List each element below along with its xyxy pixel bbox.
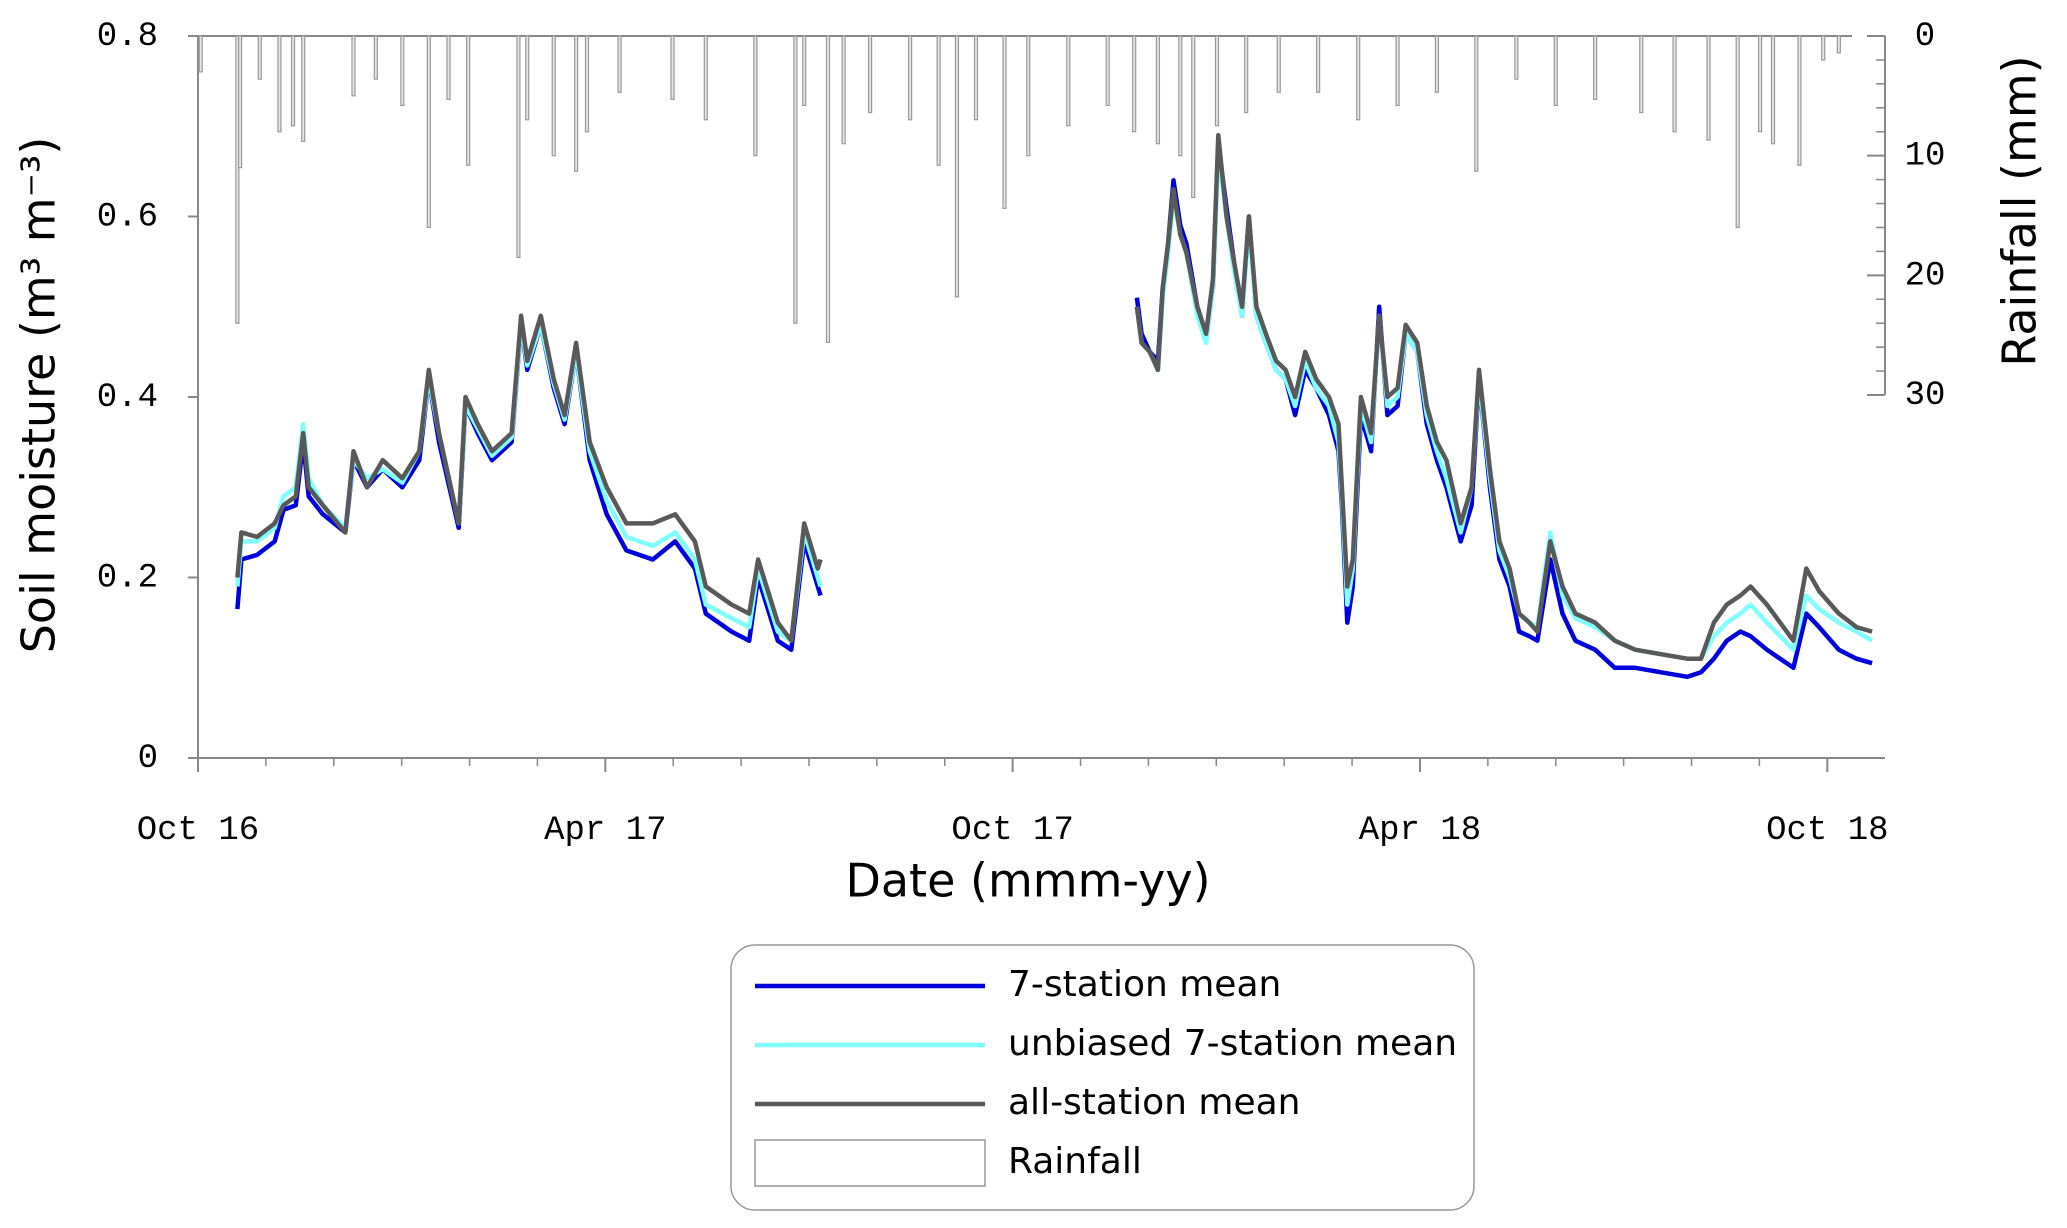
rain-bar xyxy=(670,35,675,101)
rain-bar xyxy=(277,35,282,133)
rain-bar xyxy=(1244,35,1249,114)
rain-bar xyxy=(1797,35,1802,166)
rain-bar xyxy=(1356,35,1361,121)
x-tick-label: Apr 18 xyxy=(1359,812,1481,850)
rain-bar xyxy=(400,35,405,107)
rain-bar xyxy=(551,35,556,157)
y2-tick-label: 10 xyxy=(1905,138,1946,176)
rain-bar xyxy=(908,35,913,121)
rain-bar xyxy=(1770,35,1776,145)
rain-bar xyxy=(1132,35,1137,133)
rain-bar xyxy=(802,35,807,107)
rain-bar xyxy=(617,35,622,93)
rain-bar xyxy=(1757,35,1763,133)
y2-tick-label: 0 xyxy=(1915,18,1935,56)
rain-bar xyxy=(290,35,296,127)
rain-bar xyxy=(237,35,243,169)
rain-bar xyxy=(1066,35,1071,127)
legend-swatch xyxy=(754,1139,986,1187)
rain-bar xyxy=(1276,35,1281,93)
rain-bar xyxy=(1395,35,1400,107)
rain-bar xyxy=(825,35,831,343)
rain-bar xyxy=(516,35,521,258)
rain-bar xyxy=(1639,35,1644,114)
rain-bar xyxy=(1735,35,1740,229)
rain-bar xyxy=(793,35,798,324)
y2-axis-title: Rainfall (mm) xyxy=(1993,55,2047,366)
rain-bar xyxy=(936,35,941,166)
series-line xyxy=(235,133,1873,661)
rain-bar xyxy=(1514,35,1519,80)
y2-tick-label: 20 xyxy=(1905,257,1946,295)
rain-bar xyxy=(466,35,471,166)
rain-bar xyxy=(1002,35,1007,209)
x-tick-label: Oct 17 xyxy=(951,812,1073,850)
rain-bar xyxy=(1821,35,1826,61)
y2-tick-label: 30 xyxy=(1905,377,1946,415)
y-tick-label: 0.2 xyxy=(97,559,158,597)
rain-bar xyxy=(867,35,873,114)
rain-bar xyxy=(753,35,758,157)
legend-label: Rainfall xyxy=(1008,1141,1142,1182)
rain-bar xyxy=(1026,35,1031,157)
legend-label: 7-station mean xyxy=(1008,964,1281,1005)
rain-bar xyxy=(198,35,203,73)
rain-bar xyxy=(1836,35,1841,54)
rain-bar xyxy=(973,35,979,121)
rain-bar xyxy=(257,35,262,80)
rain-bar xyxy=(1553,35,1558,107)
y-tick-label: 0.4 xyxy=(97,379,158,417)
rain-bar xyxy=(525,35,530,121)
rain-bar xyxy=(351,35,356,97)
y-tick-label: 0.8 xyxy=(97,18,158,56)
rain-bar xyxy=(426,35,431,229)
y-tick-label: 0 xyxy=(138,740,158,778)
rain-bar xyxy=(1474,35,1479,172)
rain-bar xyxy=(1672,35,1677,133)
x-tick-label: Oct 18 xyxy=(1766,812,1888,850)
rain-bar xyxy=(1105,35,1110,107)
rain-bar xyxy=(1434,35,1440,93)
legend-label: all-station mean xyxy=(1008,1082,1300,1123)
x-axis-title: Date (mmm-yy) xyxy=(845,854,1210,908)
rain-bar xyxy=(373,35,378,80)
series-line xyxy=(235,142,1873,680)
rain-bar xyxy=(574,35,579,172)
rain-bar xyxy=(1178,35,1183,157)
series-line xyxy=(235,151,1874,661)
rain-bar xyxy=(1191,35,1196,199)
y-tick-label: 0.6 xyxy=(97,198,158,236)
rain-bar xyxy=(446,35,451,101)
rain-bar xyxy=(1706,35,1711,141)
x-tick-label: Oct 16 xyxy=(137,812,259,850)
y-axis-title: Soil moisture (m³ m⁻³) xyxy=(12,137,66,654)
rain-bar xyxy=(584,35,590,133)
rain-bar xyxy=(1214,35,1220,127)
rain-bar xyxy=(703,35,708,121)
rain-bar xyxy=(301,35,306,142)
legend-label: unbiased 7-station mean xyxy=(1008,1023,1457,1064)
rain-bar xyxy=(235,35,240,324)
x-tick-label: Apr 17 xyxy=(544,812,666,850)
rain-bar xyxy=(1316,35,1321,93)
rain-bar xyxy=(1593,35,1598,101)
rain-bar xyxy=(1155,35,1161,145)
rain-bar xyxy=(841,35,846,145)
rain-bar xyxy=(954,35,960,298)
